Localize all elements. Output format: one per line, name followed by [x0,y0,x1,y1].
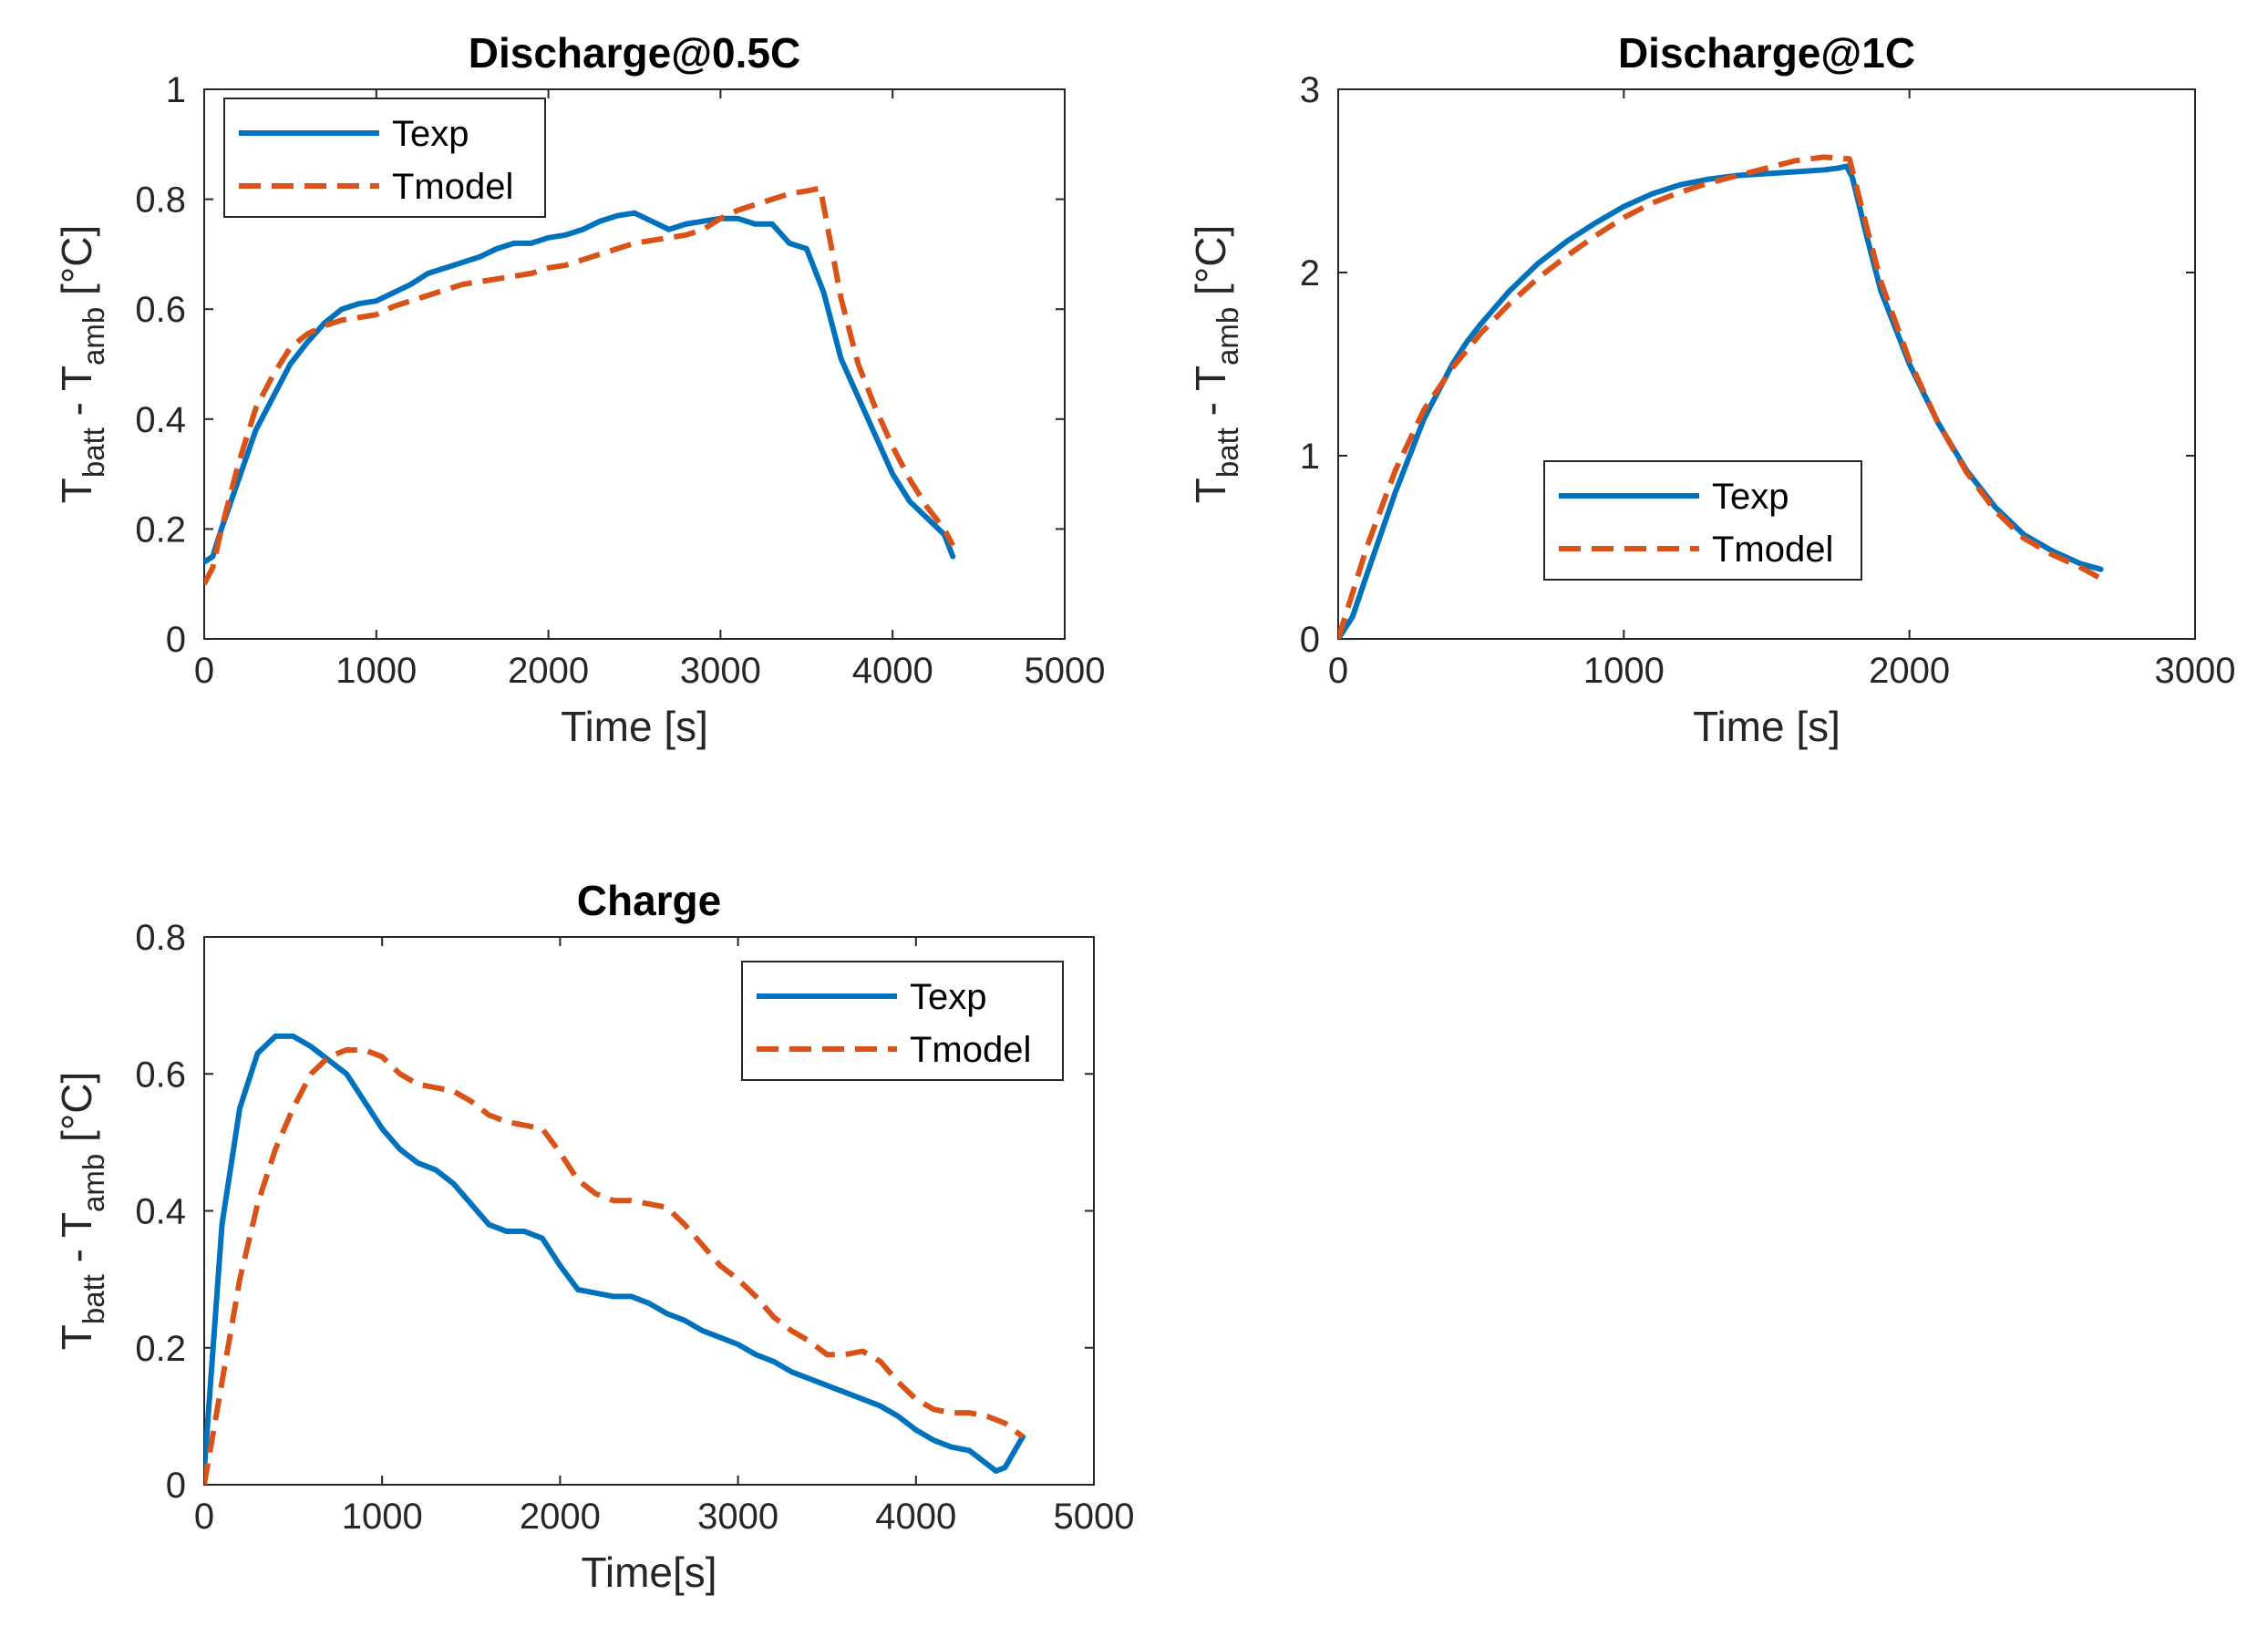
x-tick-label: 1000 [1583,651,1665,691]
y-axis-label-part: [°C] [1187,225,1234,307]
x-tick-label: 3000 [680,651,761,691]
y-axis-label-part: T [53,1324,100,1350]
y-axis-label-part: - T [53,1212,100,1274]
y-tick-label: 0.2 [135,509,186,550]
y-axis-label-subscript: batt [77,1274,110,1324]
x-tick-label: 5000 [1054,1497,1135,1537]
legend: Texp Tmodel [1543,460,1862,581]
legend-label-tmodel: Tmodel [910,1030,1031,1070]
y-axis-label-part: [°C] [53,225,100,307]
x-tick-label: 3000 [2155,651,2236,691]
x-tick-label: 2000 [1869,651,1950,691]
y-tick-label: 1 [1300,437,1320,477]
x-axis-label: Time [s] [561,703,708,750]
y-axis-label-part: T [1187,478,1234,503]
x-tick-label: 0 [1328,651,1348,691]
chart-title: Discharge@0.5C [469,29,800,77]
series-line-texp [204,1033,1026,1474]
y-tick-label: 0.4 [135,400,186,440]
legend-label-texp: Texp [1712,477,1789,517]
legend: Texp Tmodel [223,98,546,218]
chart-title: Discharge@1C [1618,29,1915,77]
y-tick-label: 0 [166,620,186,660]
series-line-tmodel [204,1046,1025,1485]
series-line-tmodel [204,185,955,586]
y-axis-label: Tbatt - Tamb [°C] [53,225,110,503]
y-tick-label: 0.6 [135,1055,186,1095]
legend-box [1543,460,1862,581]
x-tick-label: 0 [194,651,214,691]
series-line-texp [1338,163,2104,639]
x-tick-label: 1000 [342,1497,423,1537]
legend: Texp Tmodel [741,961,1064,1081]
chart-discharge-1c: 0 1000 2000 3000 0 1 2 3 Discharge@1C Time [s] Tba… [1187,29,2235,750]
y-axis-label-part: [°C] [53,1072,100,1154]
y-axis-label-subscript: amb [1211,307,1244,365]
y-axis-label-subscript: batt [77,427,110,478]
series-line-tmodel [1338,154,2103,639]
x-tick-label: 3000 [697,1497,778,1537]
x-tick-label: 2000 [508,651,589,691]
x-tick-label: 0 [194,1497,214,1537]
y-tick-label: 0.2 [135,1329,186,1369]
x-tick-label: 5000 [1025,651,1106,691]
y-axis-label-part: - T [1187,365,1234,427]
legend-label-tmodel: Tmodel [392,167,513,207]
legend-label-texp: Texp [910,977,987,1017]
y-tick-label: 0.6 [135,290,186,330]
y-tick-label: 3 [1300,70,1320,110]
y-tick-label: 0 [1300,620,1320,660]
legend-box [741,961,1064,1081]
y-tick-label: 0 [166,1466,186,1506]
x-axis-label: Time [s] [1693,703,1840,750]
y-tick-label: 0.4 [135,1192,186,1232]
y-axis-label-subscript: amb [77,1154,110,1212]
y-tick-label: 1 [166,70,186,110]
y-axis-label: Tbatt - Tamb [°C] [1187,225,1244,503]
chart-charge: 0 1000 2000 3000 4000 5000 0 0.2 0.4 0.6 0.8 Charge… [53,877,1134,1596]
x-tick-label: 2000 [520,1497,601,1537]
y-axis-label-subscript: amb [77,307,110,365]
x-tick-label: 1000 [335,651,417,691]
y-axis-label-subscript: batt [1211,427,1244,478]
y-tick-label: 2 [1300,253,1320,293]
legend-label-texp: Texp [392,114,469,154]
x-tick-label: 4000 [875,1497,956,1537]
chart-discharge-0.5c: 0 1000 2000 3000 4000 5000 0 0.2 0.4 0.6 0.8 1 Disch… [53,29,1105,750]
y-axis-label-part: - T [53,365,100,427]
chart-title: Charge [577,877,721,924]
x-tick-label: 4000 [852,651,933,691]
y-tick-label: 0.8 [135,918,186,958]
y-axis-label: Tbatt - Tamb [°C] [53,1072,110,1350]
legend-box [223,98,546,218]
y-tick-label: 0.8 [135,180,186,221]
legend-label-tmodel: Tmodel [1712,530,1833,570]
x-axis-label: Time[s] [581,1549,716,1596]
y-axis-label-part: T [53,478,100,503]
